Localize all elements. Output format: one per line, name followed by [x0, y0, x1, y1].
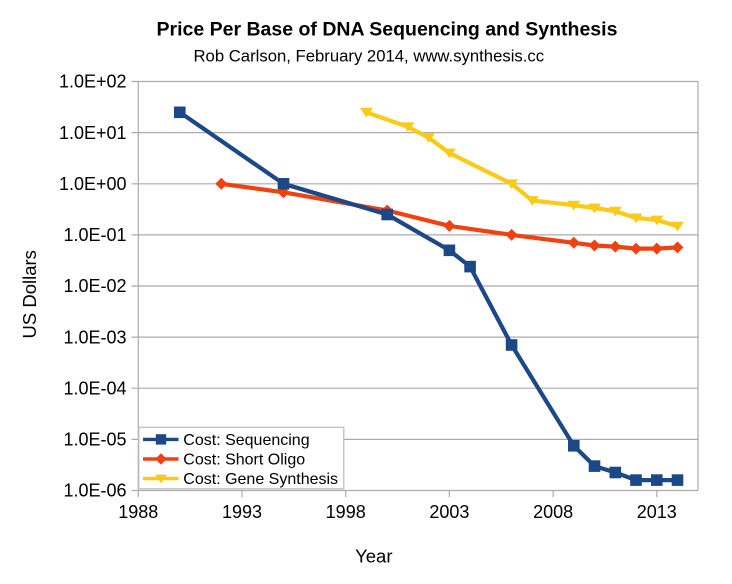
svg-text:2003: 2003 [429, 502, 469, 522]
svg-text:1.0E+00: 1.0E+00 [59, 174, 127, 194]
svg-text:Cost: Short Oligo: Cost: Short Oligo [183, 452, 305, 469]
svg-text:1.0E-05: 1.0E-05 [63, 430, 126, 450]
svg-text:1988: 1988 [118, 502, 158, 522]
svg-text:1.0E-02: 1.0E-02 [63, 276, 126, 296]
svg-text:1.0E-04: 1.0E-04 [63, 378, 126, 398]
svg-text:1998: 1998 [326, 502, 366, 522]
svg-text:1.0E-01: 1.0E-01 [63, 225, 126, 245]
svg-text:Year: Year [355, 546, 392, 567]
svg-text:1.0E+02: 1.0E+02 [59, 72, 127, 92]
svg-text:US Dollars: US Dollars [19, 250, 40, 338]
svg-text:1993: 1993 [222, 502, 262, 522]
svg-text:1.0E-06: 1.0E-06 [63, 481, 126, 501]
svg-text:2008: 2008 [533, 502, 573, 522]
svg-text:1.0E-03: 1.0E-03 [63, 327, 126, 347]
svg-text:2013: 2013 [637, 502, 677, 522]
svg-text:Price Per Base of DNA Sequenci: Price Per Base of DNA Sequencing and Syn… [157, 19, 618, 41]
svg-text:1.0E+01: 1.0E+01 [59, 123, 127, 143]
svg-text:Cost: Gene Synthesis: Cost: Gene Synthesis [183, 471, 338, 488]
svg-text:Cost: Sequencing: Cost: Sequencing [183, 432, 309, 449]
svg-text:Rob Carlson, February 2014, ww: Rob Carlson, February 2014, www.synthesi… [194, 46, 545, 65]
